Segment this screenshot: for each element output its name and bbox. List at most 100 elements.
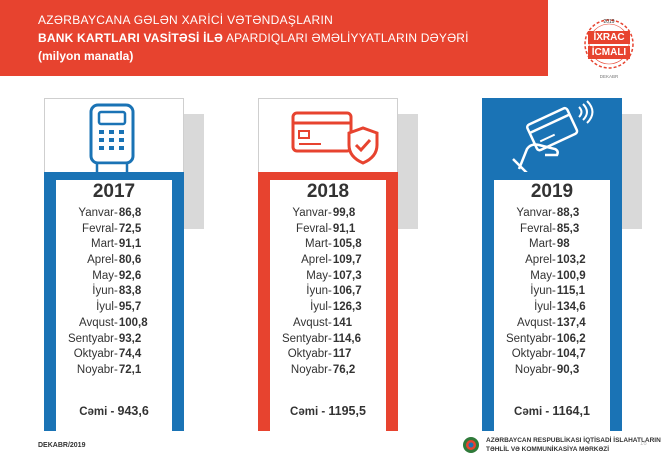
month-label: Aprel (87, 254, 114, 267)
page-number: 16 (640, 441, 647, 447)
month-label: Fevral (82, 222, 114, 235)
month-label: İyun (306, 285, 328, 298)
month-label: Oktyabr (287, 348, 328, 361)
card-terminal-icon (89, 103, 135, 176)
list-item: İyul -134,6 (486, 301, 602, 317)
month-value: 85,3 (556, 222, 580, 235)
list-item: Fevral -91,1 (262, 223, 378, 239)
badge-bottom-text: DEKABR (599, 74, 619, 79)
card-icon-panel (258, 98, 398, 175)
year-label: 2018 (270, 180, 386, 202)
month-label: Mart (529, 238, 552, 251)
card-inner-panel (494, 185, 610, 432)
card-body: 2017 Yanvar -86,8 Fevral -72,5 Mart -91,1 A… (44, 172, 184, 432)
list-item: Oktyabr -104,7 (486, 348, 602, 364)
month-value: 104,7 (556, 348, 586, 361)
year-label: 2017 (56, 180, 172, 202)
badge-word1: İXRAC (588, 31, 630, 44)
footer-organization: AZƏRBAYCAN RESPUBLİKASI İQTİSADİ İSLAHAT… (486, 436, 661, 454)
list-item: Sentyabr -114,6 (262, 333, 378, 349)
month-label: İyul (96, 301, 114, 314)
card-inner-panel (270, 185, 386, 432)
month-value: 100,8 (118, 316, 148, 329)
month-label: Sentyabr (281, 332, 328, 345)
month-label: Yanvar (516, 207, 552, 219)
month-label: Aprel (301, 254, 328, 267)
month-value: 126,3 (332, 301, 362, 314)
month-label: Avqust (293, 316, 328, 329)
month-label: Mart (91, 238, 114, 251)
month-label: Aprel (525, 254, 552, 267)
month-label: İyun (92, 285, 114, 298)
list-item: Oktyabr -74,4 (48, 348, 164, 364)
list-item: Yanvar -86,8 (48, 207, 164, 223)
month-label: May (92, 269, 114, 282)
month-label: Yanvar (292, 207, 328, 219)
header-title-line1: AZƏRBAYCANA GƏLƏN XARİCİ VƏTƏNDAŞLARIN (38, 13, 334, 27)
total-row: Cəmi - 943,6 (44, 404, 184, 418)
month-value: 117 (332, 348, 352, 361)
month-value: 137,4 (556, 316, 586, 329)
month-label: İyul (534, 301, 552, 314)
card-icon-panel (44, 98, 184, 176)
list-item: İyun -106,7 (262, 285, 378, 301)
month-label: Oktyabr (511, 348, 552, 361)
total-label: Cəmi - (514, 406, 553, 418)
list-item: Aprel -80,6 (48, 254, 164, 270)
month-value: 106,2 (556, 332, 586, 345)
card-2019: 2019 Yanvar -88,3 Fevral -85,3 Mart -98 Apr… (482, 98, 642, 432)
export-review-badge: 2019 İXRAC İCMALI DEKABR (582, 16, 636, 82)
card-2018: 2018 Yanvar -99,8 Fevral -91,1 Mart -105,8 … (258, 98, 418, 432)
month-value: 92,6 (118, 269, 142, 282)
month-label: Avqust (79, 316, 114, 329)
month-value: 95,7 (118, 301, 142, 314)
total-value: 1195,5 (328, 404, 366, 418)
list-item: May -92,6 (48, 270, 164, 286)
state-emblem-icon (463, 437, 479, 453)
month-value: 106,7 (332, 285, 362, 298)
month-label: Noyabr (76, 363, 114, 376)
list-item: Avqust -137,4 (486, 317, 602, 333)
month-value: 80,6 (118, 254, 142, 267)
month-value: 99,8 (332, 207, 356, 219)
list-item: May -107,3 (262, 270, 378, 286)
month-value: 141 (332, 316, 353, 329)
badge-word2: İCMALI (588, 46, 630, 59)
month-label: Fevral (296, 222, 328, 235)
month-label: Fevral (520, 222, 552, 235)
header-banner: AZƏRBAYCANA GƏLƏN XARİCİ VƏTƏNDAŞLARIN B… (0, 0, 548, 76)
list-item: Fevral -85,3 (486, 223, 602, 239)
month-value: 86,8 (118, 207, 142, 219)
card-2017: 2017 Yanvar -86,8 Fevral -72,5 Mart -91,1 A… (44, 98, 204, 432)
list-item: May -100,9 (486, 270, 602, 286)
list-item: Mart -98 (486, 238, 602, 254)
month-value: 72,5 (118, 222, 142, 235)
total-value: 943,6 (117, 404, 149, 418)
month-label: Sentyabr (67, 332, 114, 345)
total-value: 1164,1 (552, 404, 590, 418)
footer-org-line1: AZƏRBAYCAN RESPUBLİKASI İQTİSADİ İSLAHAT… (486, 437, 661, 444)
card-body: 2019 Yanvar -88,3 Fevral -85,3 Mart -98 Apr… (482, 172, 622, 432)
badge-year-top: 2019 (603, 19, 615, 25)
month-value: 91,1 (118, 238, 142, 251)
month-value: 72,1 (118, 363, 142, 376)
month-label: Sentyabr (505, 332, 552, 345)
month-value: 91,1 (332, 222, 356, 235)
month-value: 90,3 (556, 363, 580, 376)
month-label: Yanvar (78, 207, 114, 219)
month-value: 88,3 (556, 207, 580, 219)
year-label: 2019 (494, 180, 610, 202)
list-item: Mart -105,8 (262, 238, 378, 254)
month-list: Yanvar -99,8 Fevral -91,1 Mart -105,8 Aprel… (262, 207, 378, 380)
list-item: Mart -91,1 (48, 238, 164, 254)
footer-org-line2: TƏHLİL VƏ KOMMUNİKASİYA MƏRKƏZİ (486, 446, 609, 453)
month-label: Mart (305, 238, 328, 251)
month-label: May (306, 269, 328, 282)
header-unit: (milyon manatla) (38, 49, 134, 63)
header-title-line2-rest: APARDIQLARI ƏMƏLİYYATLARIN DƏYƏRİ (223, 31, 469, 45)
month-label: Avqust (517, 316, 552, 329)
month-value: 83,8 (118, 285, 142, 298)
contactless-payment-icon (512, 100, 594, 174)
month-label: İyul (310, 301, 328, 314)
month-label: Noyabr (290, 363, 328, 376)
